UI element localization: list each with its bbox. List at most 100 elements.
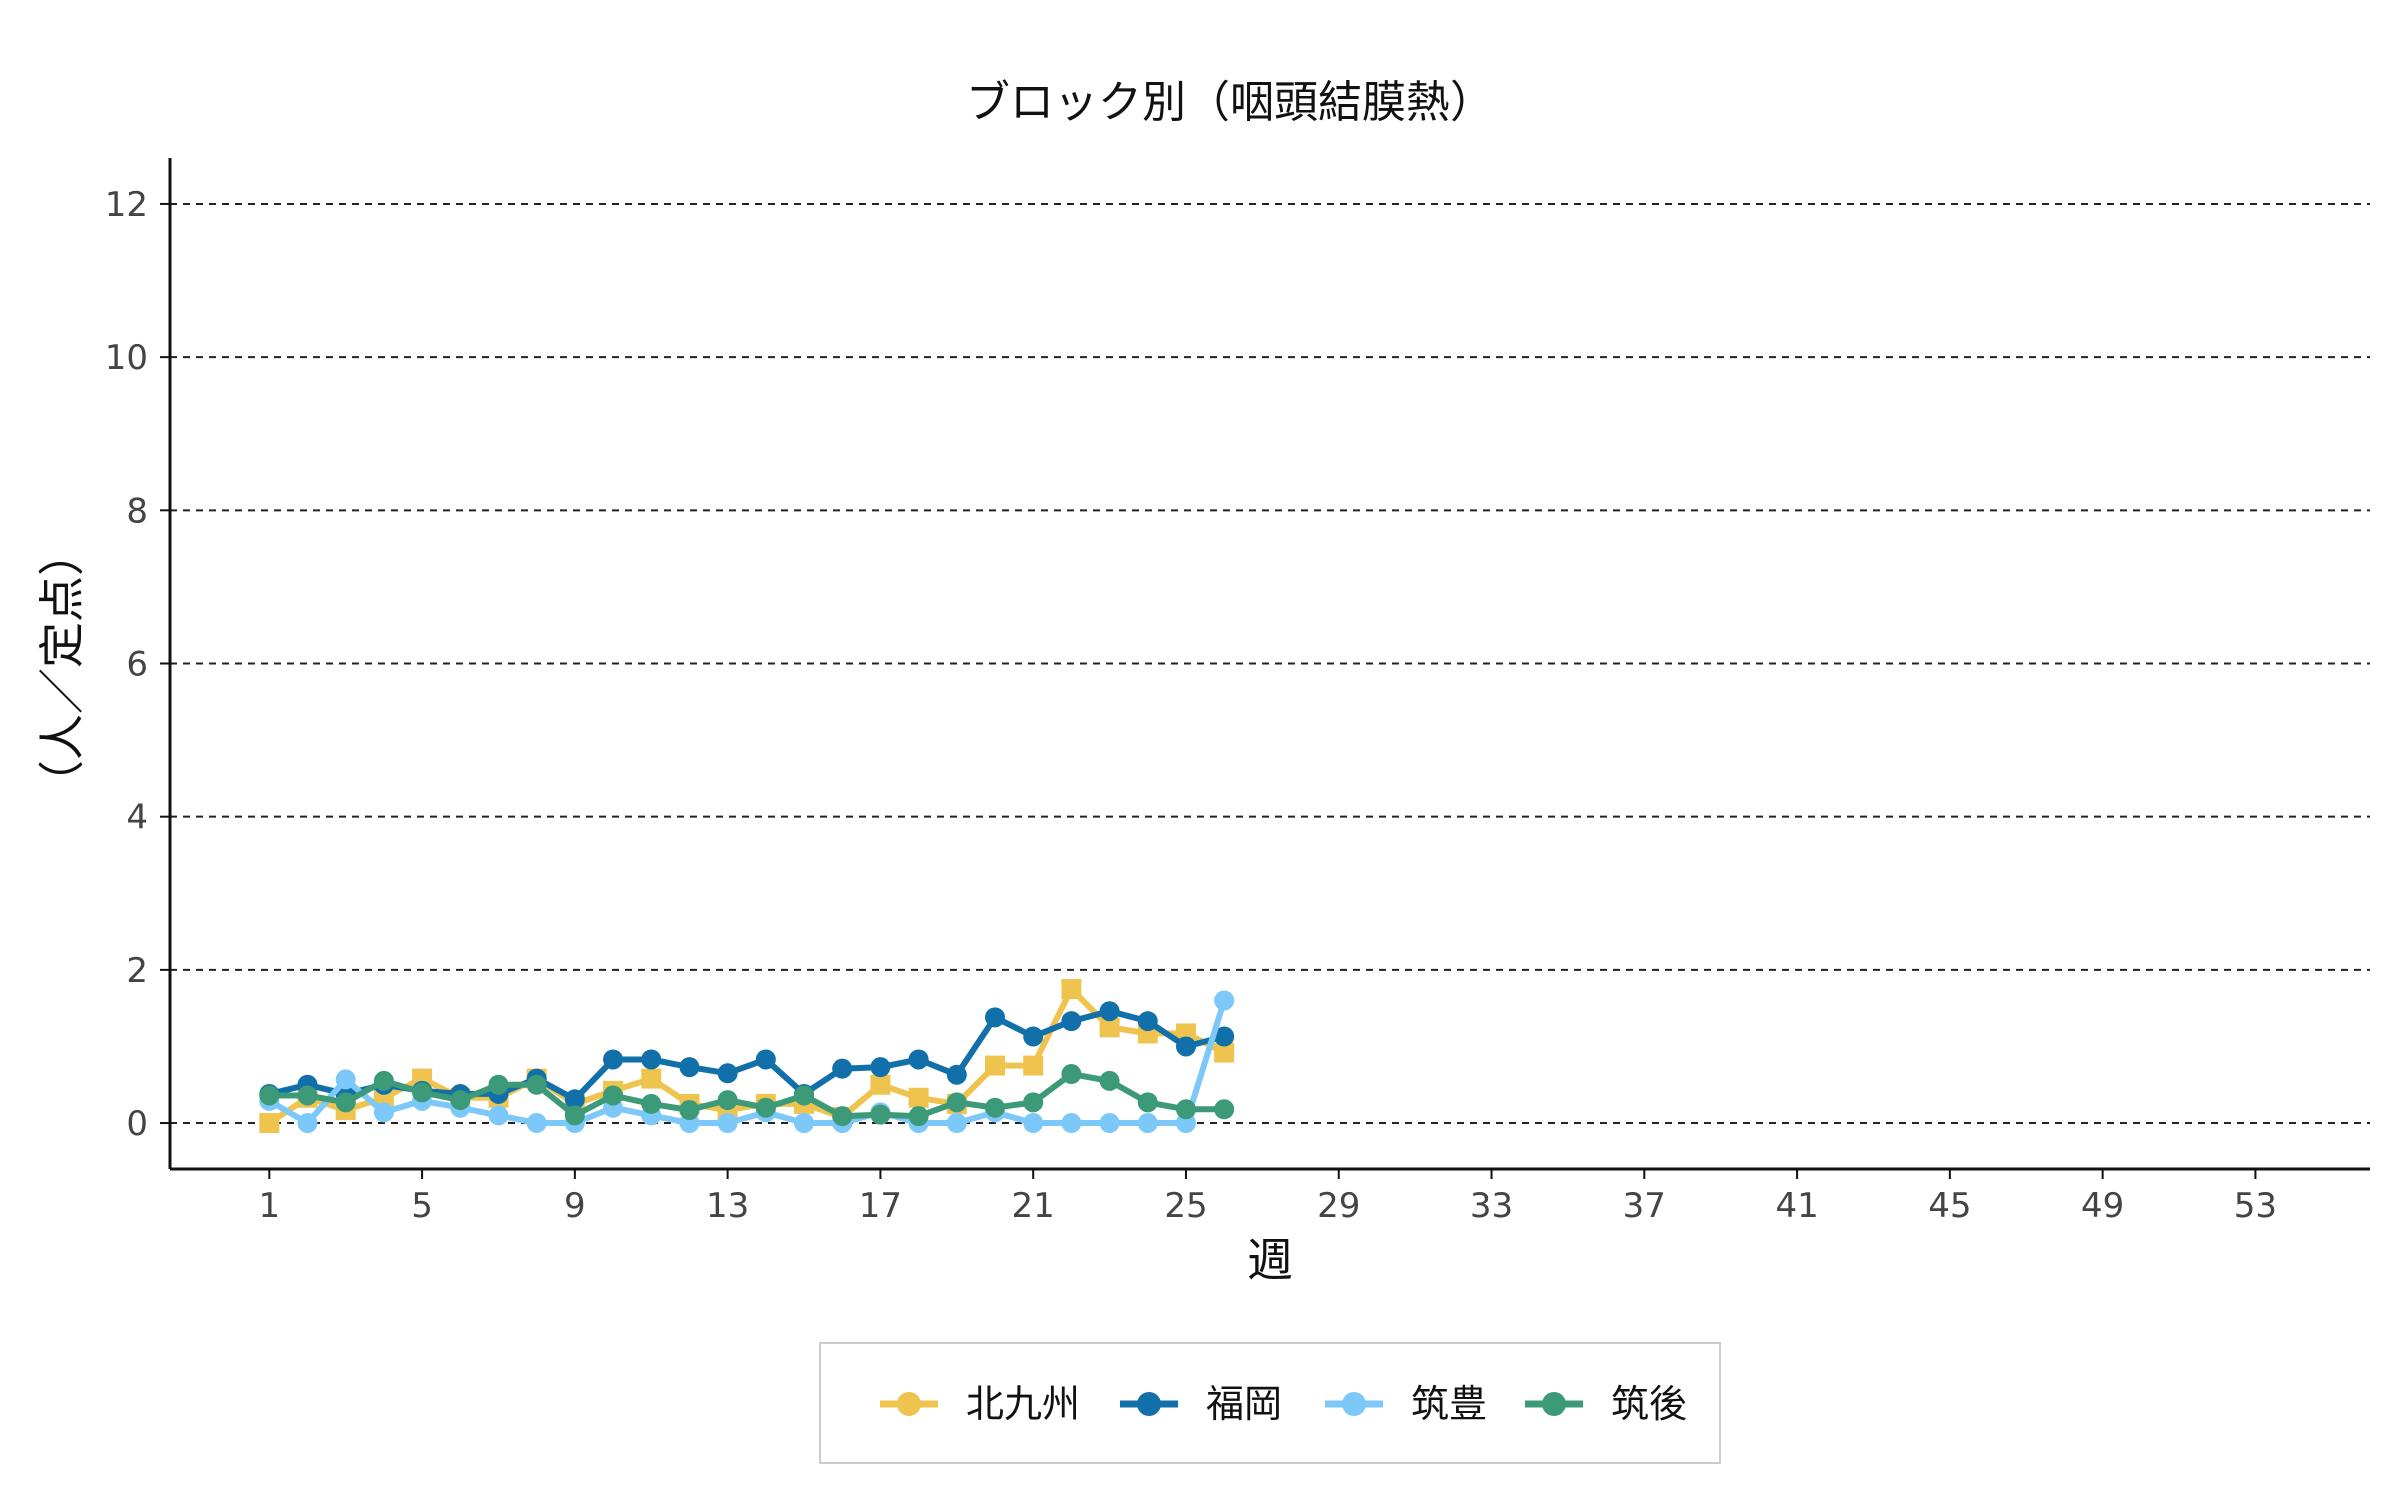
data-point-s2-w23: [1099, 1001, 1120, 1022]
legend: 北九州 福岡 筑豊 筑後: [819, 1342, 1721, 1464]
data-point-s4-w16: [832, 1106, 853, 1127]
y-tick-label-4: 4: [126, 798, 148, 838]
data-point-s2-w24: [1137, 1011, 1158, 1032]
y-tick-label-6: 6: [126, 645, 148, 685]
data-point-s3-w23: [1099, 1113, 1120, 1134]
gridlines: [170, 202, 2370, 1125]
legend-label-3: 筑豊: [1411, 1382, 1487, 1426]
x-tick-label-29: 29: [1317, 1186, 1360, 1226]
series-4: [259, 1064, 1235, 1127]
data-point-s4-w21: [1023, 1092, 1044, 1113]
data-point-s2-w10: [603, 1049, 624, 1070]
x-tick-label-25: 25: [1164, 1186, 1207, 1226]
y-tick-label-0: 0: [126, 1104, 148, 1144]
x-tick-label-53: 53: [2234, 1186, 2277, 1226]
plot-area: [259, 979, 1235, 1134]
data-point-s2-w12: [679, 1057, 700, 1078]
data-point-s2-w9: [564, 1089, 585, 1110]
data-point-s4-w12: [679, 1100, 700, 1121]
x-tick-label-17: 17: [859, 1186, 902, 1226]
data-point-s4-w19: [946, 1092, 967, 1113]
data-point-s4-w24: [1137, 1092, 1158, 1113]
x-tick-label-13: 13: [706, 1186, 749, 1226]
x-tick-label-45: 45: [1928, 1186, 1971, 1226]
data-point-s4-w1: [259, 1085, 280, 1106]
y-tick-label-12: 12: [105, 185, 148, 225]
data-point-s4-w9: [564, 1105, 585, 1126]
data-point-s4-w26: [1214, 1099, 1235, 1120]
data-point-s3-w26: [1214, 990, 1235, 1011]
legend-item-4: 筑後: [1525, 1382, 1687, 1426]
data-point-s1-w17: [870, 1074, 891, 1095]
legend-swatch-marker-2: [1137, 1392, 1161, 1416]
data-point-s1-w21: [1023, 1055, 1044, 1076]
x-tick-label-21: 21: [1012, 1186, 1055, 1226]
data-point-s3-w19: [946, 1113, 967, 1134]
chart-title: ブロック別（咽頭結膜熱）: [966, 77, 1494, 128]
legend-swatch-marker-4: [1542, 1392, 1566, 1416]
y-tick-label-2: 2: [126, 951, 148, 991]
legend-swatch-marker-3: [1342, 1392, 1366, 1416]
data-point-s4-w11: [641, 1093, 662, 1114]
legend-item-1: 北九州: [880, 1382, 1080, 1426]
x-tick-label-49: 49: [2081, 1186, 2124, 1226]
data-point-s4-w5: [412, 1082, 433, 1103]
legend-label-2: 福岡: [1206, 1382, 1282, 1426]
data-point-s4-w2: [297, 1085, 318, 1106]
data-point-s2-w11: [641, 1049, 662, 1070]
data-point-s4-w18: [908, 1106, 929, 1127]
data-point-s2-w20: [985, 1007, 1005, 1028]
legend-label-4: 筑後: [1611, 1382, 1687, 1426]
data-point-s2-w22: [1061, 1011, 1082, 1032]
data-point-s1-w11: [641, 1068, 662, 1089]
series-1: [259, 979, 1235, 1134]
data-point-s4-w14: [755, 1097, 776, 1118]
data-point-s4-w17: [870, 1104, 891, 1125]
series-2: [259, 1001, 1235, 1110]
data-point-s4-w7: [488, 1074, 509, 1095]
data-point-s3-w2: [297, 1113, 318, 1134]
x-axis-ticks: 1 5 9 13 17 21 25 29 33 37 41 45 49 53: [258, 1169, 2277, 1226]
data-point-s1-w18: [908, 1087, 929, 1108]
data-point-s4-w3: [335, 1092, 356, 1113]
legend-label-1: 北九州: [966, 1382, 1080, 1426]
data-point-s4-w13: [717, 1090, 738, 1111]
data-point-s2-w21: [1023, 1026, 1044, 1047]
data-point-s2-w19: [946, 1064, 967, 1085]
data-point-s3-w21: [1023, 1113, 1044, 1134]
data-point-s4-w25: [1175, 1099, 1196, 1120]
data-point-s3-w7: [488, 1105, 509, 1126]
data-point-s3-w8: [526, 1113, 547, 1134]
data-point-s1-w1: [259, 1113, 280, 1134]
data-point-s4-w23: [1099, 1070, 1120, 1091]
y-tick-label-8: 8: [126, 491, 148, 531]
x-tick-label-33: 33: [1470, 1186, 1513, 1226]
y-axis-title: （人／定点）: [35, 530, 89, 806]
legend-item-2: 福岡: [1120, 1382, 1282, 1426]
data-point-s4-w4: [373, 1070, 394, 1091]
y-tick-label-10: 10: [105, 338, 148, 378]
data-point-s3-w3: [335, 1069, 356, 1090]
data-point-s4-w22: [1061, 1064, 1082, 1085]
data-point-s3-w4: [373, 1102, 394, 1123]
data-point-s2-w25: [1175, 1036, 1196, 1057]
data-point-s2-w18: [908, 1049, 929, 1070]
x-tick-label-9: 9: [564, 1186, 586, 1226]
data-point-s4-w15: [794, 1085, 815, 1106]
data-point-s1-w20: [985, 1055, 1005, 1076]
data-point-s2-w17: [870, 1057, 891, 1078]
data-point-s4-w6: [450, 1090, 471, 1111]
data-point-s4-w10: [603, 1085, 624, 1106]
data-point-s2-w14: [755, 1049, 776, 1070]
legend-item-3: 筑豊: [1325, 1382, 1487, 1426]
data-point-s3-w25: [1175, 1113, 1196, 1134]
data-point-s3-w24: [1137, 1113, 1158, 1134]
data-point-s1-w23: [1099, 1017, 1120, 1038]
data-point-s4-w8: [526, 1074, 547, 1095]
x-axis-title: 週: [1247, 1233, 1293, 1287]
data-point-s3-w15: [794, 1113, 815, 1134]
data-point-s3-w13: [717, 1113, 738, 1134]
legend-swatch-marker-1: [897, 1392, 921, 1416]
data-point-s1-w22: [1061, 979, 1082, 1000]
